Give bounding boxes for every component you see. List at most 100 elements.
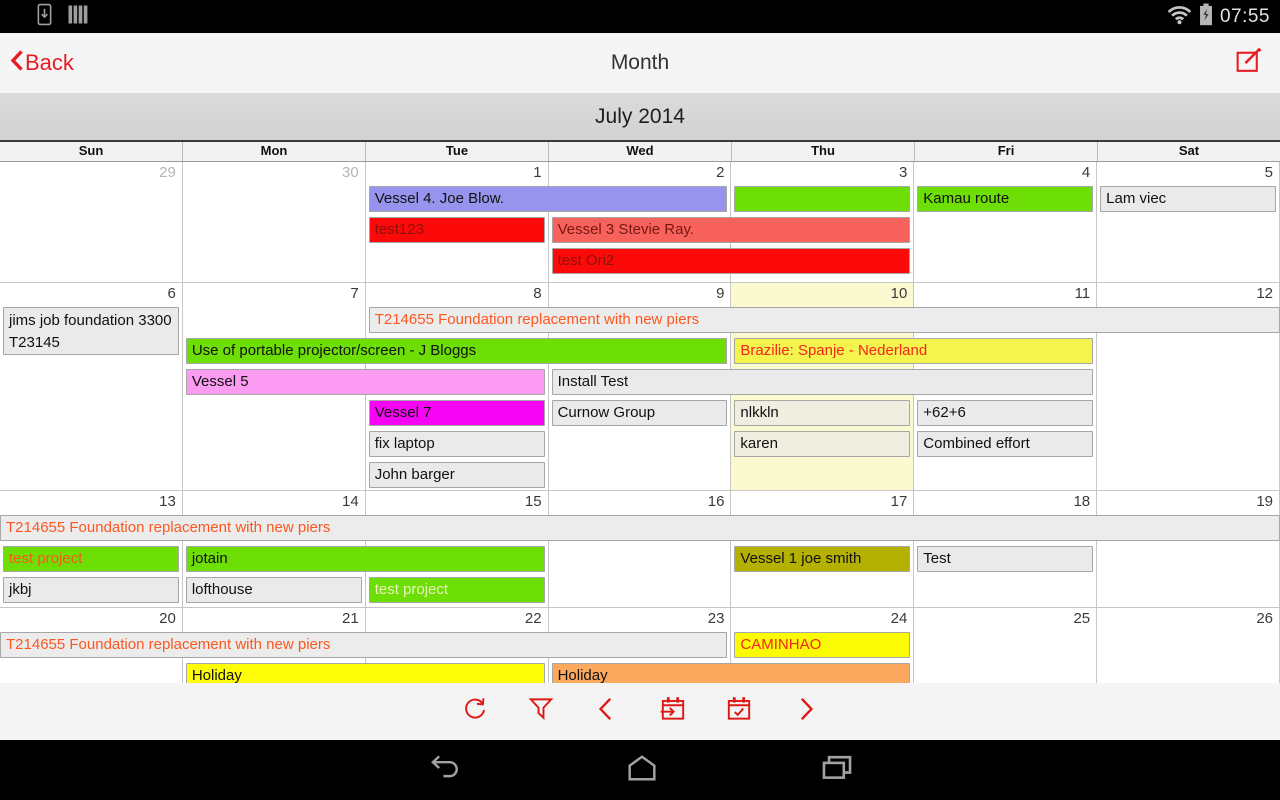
filter-button[interactable] bbox=[523, 694, 559, 730]
android-home-icon bbox=[624, 753, 660, 788]
event-bar[interactable]: nlkkln bbox=[734, 400, 911, 426]
day-cell[interactable]: 16 bbox=[549, 491, 732, 607]
filter-icon bbox=[526, 694, 556, 729]
event-bar[interactable]: +62+6 bbox=[917, 400, 1094, 426]
calendar-grid: 29 30 1 2 3 4 5 Vessel 4. Joe Blow. Kamau route L… bbox=[0, 162, 1280, 683]
event-bar[interactable]: lofthouse bbox=[185, 577, 362, 603]
status-right: 07:55 bbox=[1167, 3, 1270, 31]
event-bar[interactable]: Curnow Group bbox=[551, 400, 728, 426]
event-bar[interactable]: Vessel 1 joe smith bbox=[734, 546, 911, 572]
day-number: 11 bbox=[1074, 285, 1091, 302]
event-layer: T214655 Foundation replacement with new … bbox=[0, 491, 1280, 607]
event-layer: jims job foundation 3300 T23145 T214655 F… bbox=[0, 283, 1280, 490]
clock-time: 07:55 bbox=[1219, 5, 1270, 27]
next-month-button[interactable] bbox=[787, 694, 823, 730]
weekday-label: Thu bbox=[732, 142, 915, 161]
day-cell[interactable]: 17 bbox=[731, 491, 915, 607]
event-bar[interactable]: jims job foundation 3300 T23145 bbox=[3, 307, 179, 355]
event-bar[interactable]: Vessel 7 bbox=[368, 400, 545, 426]
day-cell[interactable]: 18 bbox=[914, 491, 1098, 607]
event-bar[interactable]: fix laptop bbox=[368, 431, 545, 457]
event-bar[interactable]: T214655 Foundation replacement with new … bbox=[0, 515, 1280, 541]
day-cell[interactable]: 23 bbox=[549, 608, 732, 683]
title-bar: Month Back bbox=[0, 33, 1280, 93]
event-bar[interactable]: Vessel 3 Stevie Ray. bbox=[551, 217, 911, 243]
status-left-icons bbox=[36, 3, 90, 31]
day-number: 20 bbox=[159, 610, 176, 627]
event-bar[interactable]: test Ori2 bbox=[551, 248, 911, 274]
day-number: 1 bbox=[533, 164, 542, 181]
event-bar[interactable]: Holiday bbox=[551, 663, 911, 683]
day-number: 4 bbox=[1081, 164, 1091, 181]
event-bar[interactable]: Combined effort bbox=[917, 431, 1094, 457]
day-cell[interactable]: 4 bbox=[914, 162, 1098, 282]
event-bar[interactable]: CAMINHAO bbox=[734, 632, 911, 658]
event-bar[interactable]: Holiday bbox=[185, 663, 545, 683]
day-number: 23 bbox=[707, 610, 725, 627]
event-bar[interactable]: Lam viec bbox=[1100, 186, 1276, 212]
day-cell[interactable]: 15 bbox=[366, 491, 549, 607]
day-cell[interactable]: 8 bbox=[366, 283, 549, 490]
back-button[interactable]: Back bbox=[10, 49, 74, 78]
event-bar[interactable]: jkbj bbox=[3, 577, 179, 603]
day-cell[interactable]: 1 bbox=[366, 162, 549, 282]
event-bar[interactable]: Test bbox=[917, 546, 1094, 572]
event-bar[interactable]: test123 bbox=[368, 217, 545, 243]
day-number: 24 bbox=[890, 610, 908, 627]
day-cell[interactable]: 25 bbox=[914, 608, 1098, 683]
event-bar[interactable]: Install Test bbox=[551, 369, 1094, 395]
day-cell[interactable]: 3 bbox=[731, 162, 915, 282]
day-number: 9 bbox=[716, 285, 725, 302]
back-chevron-icon bbox=[10, 49, 24, 78]
month-banner: July 2014 bbox=[0, 93, 1280, 140]
refresh-icon bbox=[460, 694, 490, 729]
day-cell[interactable]: 6 bbox=[0, 283, 183, 490]
event-bar[interactable] bbox=[734, 186, 911, 212]
refresh-button[interactable] bbox=[457, 694, 493, 730]
day-number: 14 bbox=[342, 493, 359, 510]
goto-date-button[interactable] bbox=[655, 694, 691, 730]
event-bar[interactable]: jotain bbox=[185, 546, 545, 572]
event-bar[interactable]: Vessel 5 bbox=[185, 369, 545, 395]
bottom-toolbar bbox=[0, 683, 1280, 740]
previous-month-button[interactable] bbox=[589, 694, 625, 730]
event-bar[interactable]: Kamau route bbox=[917, 186, 1094, 212]
event-bar[interactable]: test project bbox=[368, 577, 545, 603]
page-title: Month bbox=[610, 51, 670, 74]
compose-button[interactable] bbox=[1233, 45, 1264, 81]
event-bar[interactable]: Vessel 4. Joe Blow. bbox=[368, 186, 728, 212]
android-nav-bar bbox=[0, 740, 1280, 800]
day-number: 18 bbox=[1073, 493, 1091, 510]
event-bar[interactable]: test project bbox=[3, 546, 179, 572]
day-cell[interactable]: 19 bbox=[1097, 491, 1280, 607]
day-cell[interactable]: 13 bbox=[0, 491, 183, 607]
day-cell[interactable]: 29 bbox=[0, 162, 183, 282]
day-number: 17 bbox=[890, 493, 908, 510]
android-recents-button[interactable] bbox=[820, 753, 854, 788]
event-bar[interactable]: John barger bbox=[368, 462, 545, 488]
event-bar[interactable]: T214655 Foundation replacement with new … bbox=[368, 307, 1280, 333]
day-cell[interactable]: 5 bbox=[1097, 162, 1280, 282]
today-button[interactable] bbox=[721, 694, 757, 730]
event-bar[interactable]: karen bbox=[734, 431, 911, 457]
android-home-button[interactable] bbox=[624, 753, 660, 788]
columns-icon bbox=[67, 4, 90, 30]
day-number: 5 bbox=[1264, 164, 1274, 181]
event-bar[interactable]: T214655 Foundation replacement with new … bbox=[0, 632, 728, 658]
weekday-label: Wed bbox=[549, 142, 732, 161]
event-bar[interactable]: Brazilie: Spanje - Nederland bbox=[734, 338, 1094, 364]
compose-icon bbox=[1233, 45, 1264, 81]
week-row: 13 14 15 16 17 18 19 T214655 Foundation replace… bbox=[0, 491, 1280, 608]
week-row: 20 21 22 23 24 25 26 T214655 Foundation replace… bbox=[0, 608, 1280, 683]
day-cell[interactable]: 24 bbox=[731, 608, 915, 683]
day-number: 12 bbox=[1256, 285, 1274, 302]
android-back-button[interactable] bbox=[426, 753, 464, 788]
weekday-label: Mon bbox=[183, 142, 366, 161]
day-cell[interactable]: 26 bbox=[1097, 608, 1280, 683]
day-cell[interactable]: 11 bbox=[914, 283, 1098, 490]
day-cell[interactable]: 30 bbox=[183, 162, 366, 282]
event-bar[interactable]: Use of portable projector/screen - J Blo… bbox=[185, 338, 728, 364]
day-number: 25 bbox=[1073, 610, 1091, 627]
day-number: 6 bbox=[167, 285, 176, 302]
day-number: 26 bbox=[1256, 610, 1274, 627]
